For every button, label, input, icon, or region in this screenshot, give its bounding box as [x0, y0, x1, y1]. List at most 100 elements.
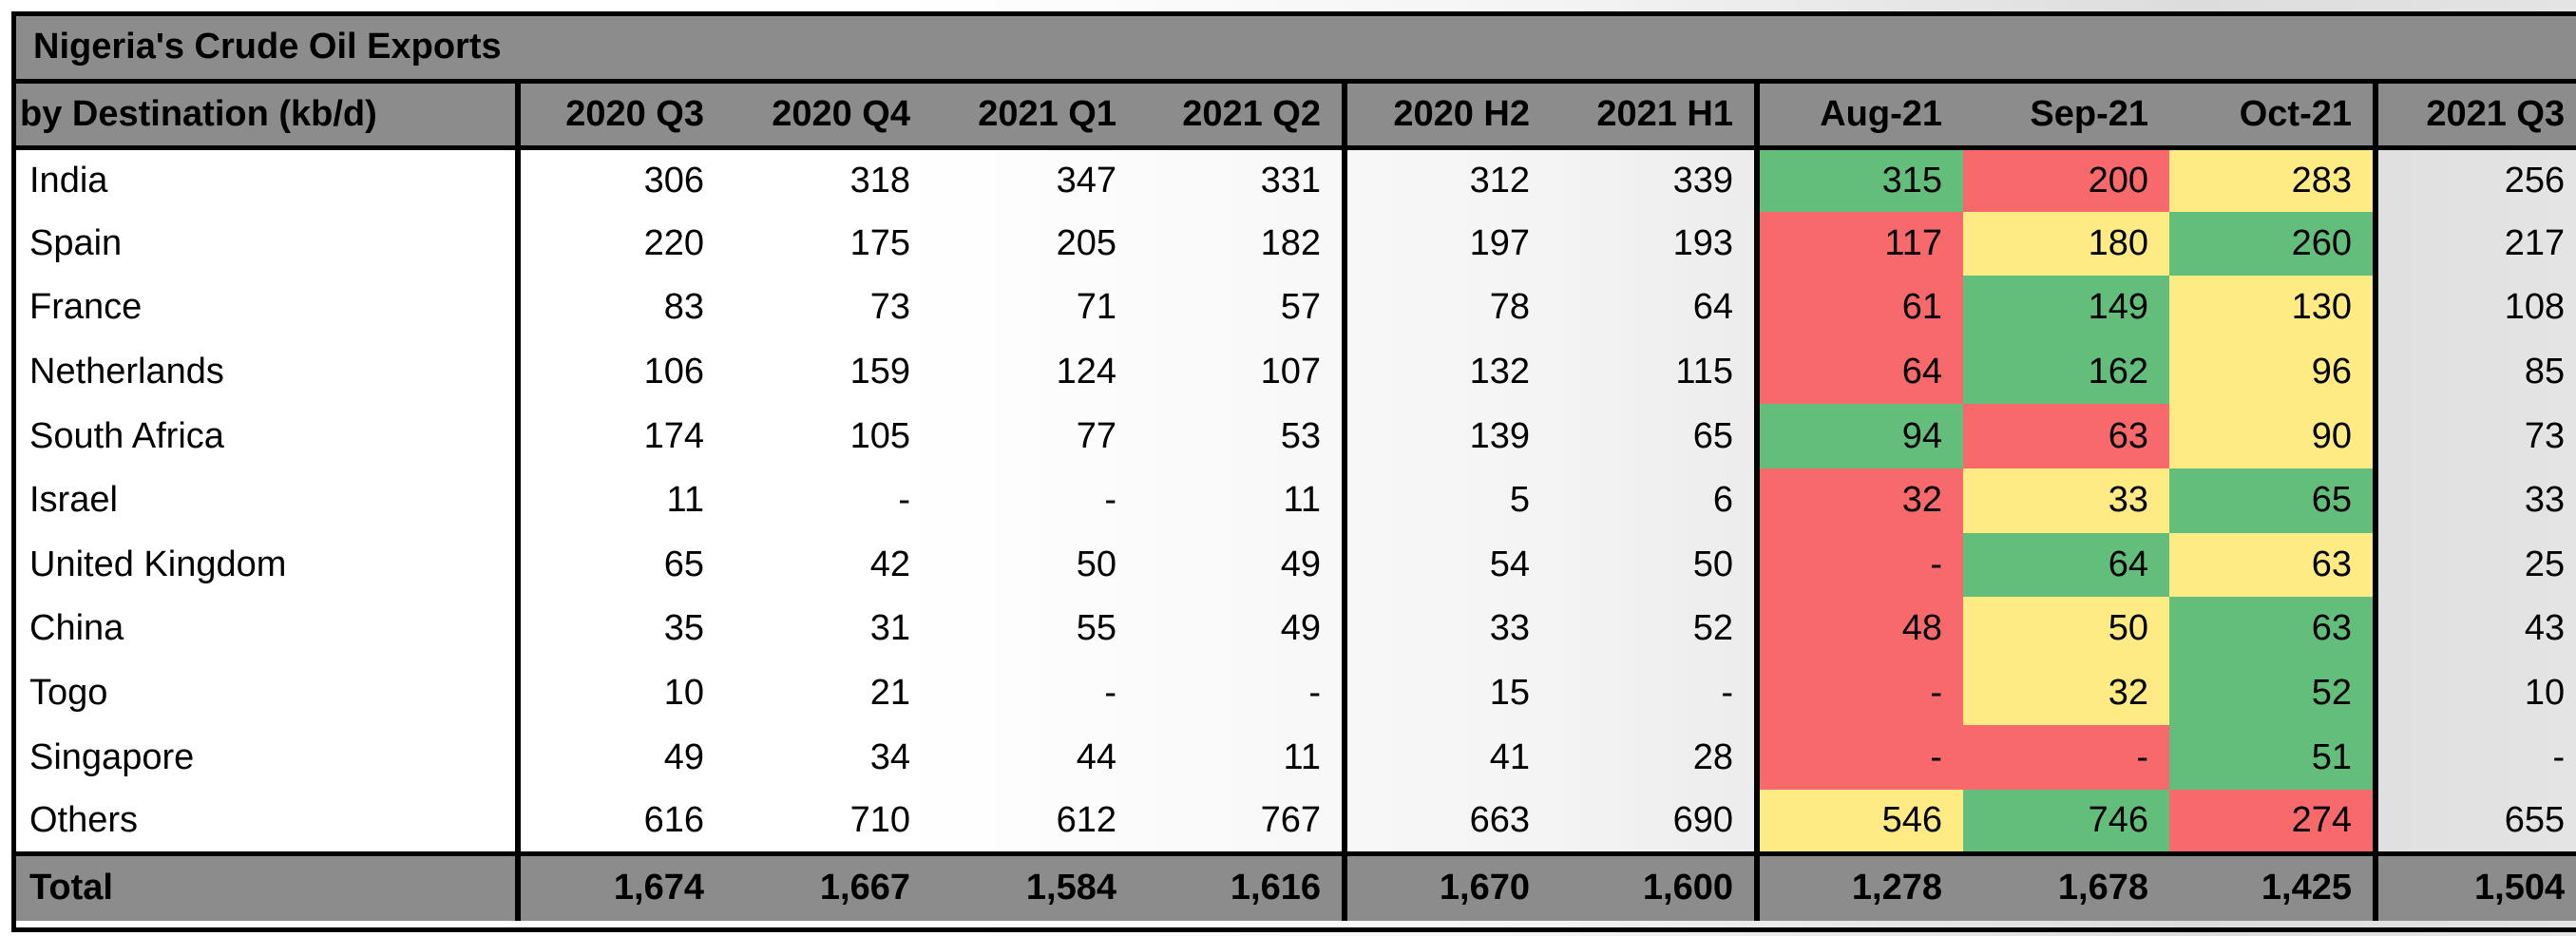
table-cell: 35: [663, 608, 704, 649]
heatmap-cell: 65: [2169, 468, 2378, 533]
table-cell: 312: [1469, 160, 1530, 201]
table-cell: -: [1104, 673, 1116, 714]
total-cell: 1,504: [2376, 851, 2576, 921]
table-cell: 64: [1551, 276, 1760, 340]
heatmap-cell: 96: [2169, 339, 2378, 405]
table-cell: 710: [849, 799, 910, 840]
table-cell: 655: [2504, 799, 2566, 840]
table-cell: 42: [869, 544, 910, 584]
table-cell: 33: [1489, 608, 1530, 649]
heatmap-cell: 130: [2169, 276, 2378, 340]
heatmap-cell: 32: [1757, 468, 1963, 533]
table-cell: 10: [663, 673, 704, 714]
table-cell: -: [898, 480, 910, 521]
table-cell: 306: [643, 160, 704, 201]
heatmap-cell: 260: [2169, 211, 2378, 277]
heatmap-cell: 200: [1963, 147, 2169, 212]
heatmap-cell: -: [1757, 725, 1963, 790]
table-cell: 256: [2504, 160, 2566, 201]
heatmap-cell: 32: [1963, 660, 2169, 726]
table-cell: 55: [1076, 608, 1116, 649]
row-label: South Africa: [16, 404, 521, 468]
table-cell: 124: [1056, 352, 1116, 392]
total-cell: 1,278: [1757, 851, 1963, 921]
table-cell: 28: [1551, 725, 1760, 790]
header-col-2020-h2: 2020 H2: [1345, 81, 1551, 150]
table-cell: 175: [849, 222, 910, 263]
total-cell: 1,600: [1551, 851, 1760, 921]
table-cell: 71: [1076, 287, 1116, 328]
table-cell: 193: [1551, 211, 1760, 277]
exports-table-frame: Nigeria's Crude Oil Exports by Destinati…: [11, 11, 2576, 932]
title-row: Nigeria's Crude Oil Exports: [16, 16, 2576, 84]
header-col-sep-21: Sep-21: [1963, 81, 2169, 150]
table-cell: 331: [1137, 147, 1347, 212]
total-cell: 1,667: [725, 851, 931, 921]
heatmap-cell: -: [1963, 725, 2169, 790]
heatmap-cell: 90: [2169, 404, 2378, 468]
table-row: Spain 220 175 205 182 197 193 117 180 260 217: [16, 211, 2576, 277]
table-row: India 306 318 347 331 312 339 315 200 283 256: [16, 147, 2576, 212]
heatmap-cell: 64: [1757, 339, 1963, 405]
table-cell: 65: [663, 544, 704, 584]
heatmap-cell: 33: [1963, 468, 2169, 533]
heatmap-cell: 746: [1963, 789, 2169, 854]
table-row: Togo 10 21- -15- -32 52 10: [16, 660, 2576, 726]
heatmap-cell: 180: [1963, 211, 2169, 277]
table-row: South Africa 174 105 77 53 139 65 94 63 90 73: [16, 404, 2576, 468]
row-label: Spain: [16, 211, 521, 277]
total-cell: 1,425: [2169, 851, 2378, 921]
table-cell: 105: [849, 415, 910, 456]
heatmap-cell: -: [1757, 660, 1963, 726]
table-cell: 174: [643, 415, 704, 456]
table-cell: 53: [1137, 404, 1347, 468]
header-col-aug-21: Aug-21: [1757, 81, 1963, 150]
heatmap-cell: 162: [1963, 339, 2169, 405]
row-label: Singapore: [16, 725, 521, 790]
heatmap-cell: 117: [1757, 211, 1963, 277]
heatmap-cell: 61: [1757, 276, 1963, 340]
table-cell: 11: [1137, 468, 1347, 533]
table-cell: 132: [1469, 352, 1530, 392]
table-cell: 21: [869, 673, 910, 714]
table-cell: 767: [1137, 789, 1347, 854]
heatmap-cell: 63: [1963, 404, 2169, 468]
row-label: China: [16, 597, 521, 661]
heatmap-cell: 283: [2169, 147, 2378, 212]
table-cell: 65: [1551, 404, 1760, 468]
table-cell: 43: [2524, 608, 2566, 649]
header-col-2021-q3: 2021 Q3: [2376, 81, 2576, 150]
table-cell: 83: [663, 287, 704, 328]
table-cell: 77: [1076, 415, 1116, 456]
heatmap-cell: 64: [1963, 532, 2169, 598]
heatmap-cell: 149: [1963, 276, 2169, 340]
table-cell: 107: [1137, 339, 1347, 405]
table-cell: 49: [1137, 532, 1347, 598]
heatmap-cell: 51: [2169, 725, 2378, 790]
total-cell: 1,670: [1345, 851, 1551, 921]
table-cell: 50: [1076, 544, 1116, 584]
table-row: Israel 11- -11 5 6 32 33 65 33: [16, 468, 2576, 533]
table-cell: 5: [1509, 480, 1530, 521]
table-cell: 197: [1469, 222, 1530, 263]
table-cell: 15: [1489, 673, 1530, 714]
total-label: Total: [16, 851, 521, 921]
heatmap-cell: 274: [2169, 789, 2378, 854]
header-col-2021-q2: 2021 Q2: [1137, 81, 1347, 150]
table-cell: 52: [1551, 597, 1760, 661]
row-label: Others: [16, 789, 521, 854]
header-col-oct-21: Oct-21: [2169, 81, 2378, 150]
table-cell: 41: [1489, 736, 1530, 777]
heatmap-cell: -: [1757, 532, 1963, 598]
table-cell: 616: [643, 799, 704, 840]
table-cell: 44: [1076, 736, 1116, 777]
table-cell: 318: [849, 160, 910, 201]
header-row: by Destination (kb/d) 2020 Q3 2020 Q4 2021…: [16, 81, 2576, 150]
table-cell: 217: [2504, 222, 2566, 263]
table-cell: 49: [1137, 597, 1347, 661]
table-row: Others 616 710 612 767 663 690 546 746 274 655: [16, 789, 2576, 854]
row-label: United Kingdom: [16, 532, 521, 598]
table-cell: 205: [1056, 222, 1116, 263]
table-cell: 690: [1551, 789, 1760, 854]
table-cell: 115: [1551, 339, 1760, 405]
